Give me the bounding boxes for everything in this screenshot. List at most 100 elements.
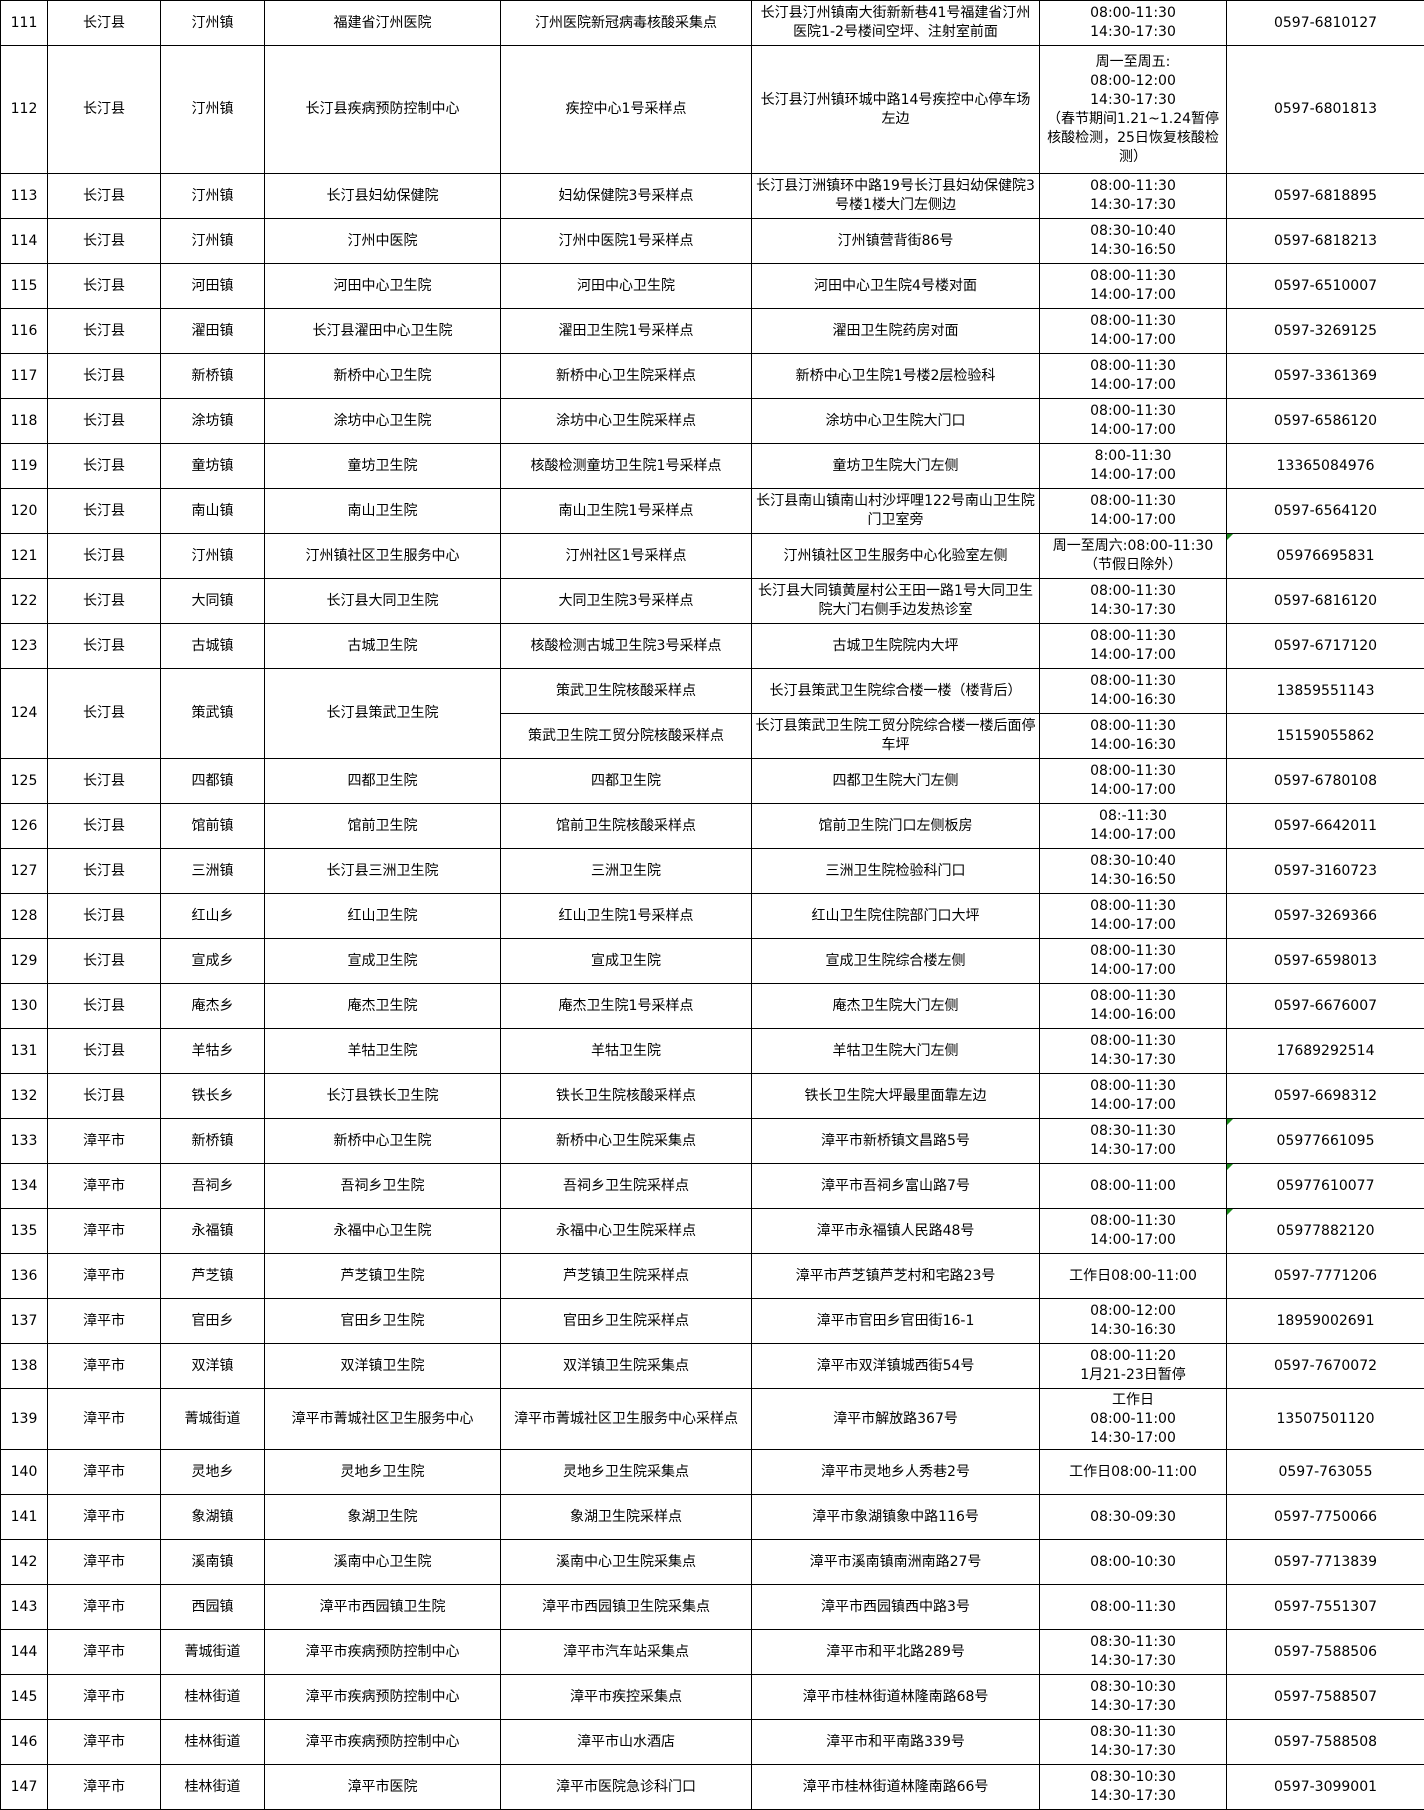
phone-cell: 0597-7670072 (1226, 1343, 1424, 1389)
address-cell: 新桥中心卫生院1号楼2层检验科 (751, 353, 1040, 399)
phone-cell: 0597-7551307 (1226, 1584, 1424, 1630)
phone-cell: 18959002691 (1226, 1298, 1424, 1344)
town-cell: 红山乡 (160, 893, 265, 939)
county-cell: 漳平市 (47, 1449, 161, 1495)
institution-cell: 长汀县策武卫生院 (264, 668, 501, 759)
town-cell: 馆前镇 (160, 803, 265, 849)
hours-cell: 08:00-11:30 14:00-17:00 (1039, 758, 1227, 804)
town-cell: 汀州镇 (160, 218, 265, 264)
address-cell: 红山卫生院住院部门口大坪 (751, 893, 1040, 939)
county-cell: 长汀县 (47, 578, 161, 624)
table-row: 117 长汀县 新桥镇 新桥中心卫生院 新桥中心卫生院采样点 新桥中心卫生院1号楼2层检验… (0, 353, 1424, 399)
hours-cell: 工作日08:00-11:00 (1039, 1449, 1227, 1495)
address-cell: 庵杰卫生院大门左侧 (751, 983, 1040, 1029)
row-number-cell: 113 (0, 173, 48, 219)
address-cell: 漳平市芦芝镇芦芝村和宅路23号 (751, 1253, 1040, 1299)
table-row: 143 漳平市 西园镇 漳平市西园镇卫生院 漳平市西园镇卫生院采集点 漳平市西园镇西中路3… (0, 1584, 1424, 1630)
address-cell: 长汀县南山镇南山村沙坪哩122号南山卫生院门卫室旁 (751, 488, 1040, 534)
hours-cell: 08:30-10:30 14:30-17:30 (1039, 1674, 1227, 1720)
sampling-site-cell: 妇幼保健院3号采样点 (500, 173, 752, 219)
county-cell: 长汀县 (47, 848, 161, 894)
town-cell: 菁城街道 (160, 1629, 265, 1675)
hours-cell: 08:00-11:30 14:00-17:00 (1039, 398, 1227, 444)
county-cell: 长汀县 (47, 983, 161, 1029)
institution-cell: 长汀县疾病预防控制中心 (264, 45, 501, 174)
row-number-cell: 141 (0, 1494, 48, 1540)
sampling-site-cell: 漳平市山水酒店 (500, 1719, 752, 1765)
phone-cell: 0597-3160723 (1226, 848, 1424, 894)
row-number-cell: 139 (0, 1388, 48, 1450)
hours-cell: 08:00-11:30 14:00-17:00 (1039, 1208, 1227, 1254)
phone-cell: 0597-7771206 (1226, 1253, 1424, 1299)
sampling-site-cell: 新桥中心卫生院采集点 (500, 1118, 752, 1164)
county-cell: 漳平市 (47, 1118, 161, 1164)
row-number-cell: 115 (0, 263, 48, 309)
sampling-site-cell: 芦芝镇卫生院采样点 (500, 1253, 752, 1299)
hours-cell: 08:00-11:30 14:00-17:00 (1039, 308, 1227, 354)
row-number-cell: 128 (0, 893, 48, 939)
hours-cell: 08:30-10:30 14:30-17:30 (1039, 1764, 1227, 1810)
address-cell: 汀州镇营背街86号 (751, 218, 1040, 264)
sampling-site-cell: 南山卫生院1号采样点 (500, 488, 752, 534)
table-row: 118 长汀县 涂坊镇 涂坊中心卫生院 涂坊中心卫生院采样点 涂坊中心卫生院大门口 08:0… (0, 398, 1424, 444)
sampling-site-cell: 核酸检测古城卫生院3号采样点 (500, 623, 752, 669)
table-row: 111 长汀县 汀州镇 福建省汀州医院 汀州医院新冠病毒核酸采集点 长汀县汀州镇南大街新新… (0, 0, 1424, 46)
institution-cell: 羊牯卫生院 (264, 1028, 501, 1074)
address-cell: 漳平市象湖镇象中路116号 (751, 1494, 1040, 1540)
address-cell: 长汀县策武卫生院工贸分院综合楼一楼后面停车坪 (751, 713, 1040, 759)
county-cell: 漳平市 (47, 1163, 161, 1209)
table-row: 120 长汀县 南山镇 南山卫生院 南山卫生院1号采样点 长汀县南山镇南山村沙坪哩122号… (0, 488, 1424, 534)
phone-cell: 05977610077 (1226, 1163, 1424, 1209)
county-cell: 长汀县 (47, 623, 161, 669)
town-cell: 桂林街道 (160, 1674, 265, 1720)
address-cell: 漳平市新桥镇文昌路5号 (751, 1118, 1040, 1164)
town-cell: 汀州镇 (160, 533, 265, 579)
table-row: 131 长汀县 羊牯乡 羊牯卫生院 羊牯卫生院 羊牯卫生院大门左侧 08:00-11:30 … (0, 1028, 1424, 1074)
row-number-cell: 145 (0, 1674, 48, 1720)
institution-cell: 漳平市西园镇卫生院 (264, 1584, 501, 1630)
county-cell: 长汀县 (47, 0, 161, 46)
hours-cell: 08:00-11:30 14:30-17:30 (1039, 1028, 1227, 1074)
institution-cell: 汀州中医院 (264, 218, 501, 264)
county-cell: 长汀县 (47, 353, 161, 399)
phone-cell: 0597-3099001 (1226, 1764, 1424, 1810)
county-cell: 长汀县 (47, 173, 161, 219)
town-cell: 永福镇 (160, 1208, 265, 1254)
table-row: 126 长汀县 馆前镇 馆前卫生院 馆前卫生院核酸采样点 馆前卫生院门口左侧板房 08:-1… (0, 803, 1424, 849)
county-cell: 长汀县 (47, 893, 161, 939)
row-number-cell: 114 (0, 218, 48, 264)
county-cell: 长汀县 (47, 1028, 161, 1074)
hours-cell: 08:30-09:30 (1039, 1494, 1227, 1540)
row-number-cell: 130 (0, 983, 48, 1029)
institution-cell: 象湖卫生院 (264, 1494, 501, 1540)
town-cell: 西园镇 (160, 1584, 265, 1630)
phone-cell: 05977661095 (1226, 1118, 1424, 1164)
town-cell: 庵杰乡 (160, 983, 265, 1029)
hours-cell: 08:00-12:00 14:30-16:30 (1039, 1298, 1227, 1344)
institution-cell: 长汀县大同卫生院 (264, 578, 501, 624)
phone-cell: 05976695831 (1226, 533, 1424, 579)
hours-cell: 工作日 08:00-11:00 14:30-17:00 (1039, 1388, 1227, 1450)
hours-cell: 08:00-10:30 (1039, 1539, 1227, 1585)
address-cell: 漳平市桂林街道林隆南路68号 (751, 1674, 1040, 1720)
county-cell: 长汀县 (47, 308, 161, 354)
institution-cell: 漳平市疾病预防控制中心 (264, 1719, 501, 1765)
sampling-site-cell: 涂坊中心卫生院采样点 (500, 398, 752, 444)
address-cell: 涂坊中心卫生院大门口 (751, 398, 1040, 444)
table-row: 140 漳平市 灵地乡 灵地乡卫生院 灵地乡卫生院采集点 漳平市灵地乡人秀巷2号 工作日08… (0, 1449, 1424, 1495)
address-cell: 漳平市灵地乡人秀巷2号 (751, 1449, 1040, 1495)
phone-cell: 0597-6818895 (1226, 173, 1424, 219)
hours-cell: 08:00-11:30 14:30-17:30 (1039, 0, 1227, 46)
county-cell: 长汀县 (47, 398, 161, 444)
phone-cell: 13507501120 (1226, 1388, 1424, 1450)
table-row: 132 长汀县 铁长乡 长汀县铁长卫生院 铁长卫生院核酸采样点 铁长卫生院大坪最里面靠左边… (0, 1073, 1424, 1119)
address-cell: 漳平市永福镇人民路48号 (751, 1208, 1040, 1254)
phone-cell: 0597-7588506 (1226, 1629, 1424, 1675)
institution-cell: 漳平市菁城社区卫生服务中心 (264, 1388, 501, 1450)
phone-cell: 0597-3269366 (1226, 893, 1424, 939)
row-number-cell: 126 (0, 803, 48, 849)
county-cell: 长汀县 (47, 938, 161, 984)
phone-cell: 13365084976 (1226, 443, 1424, 489)
address-cell: 长汀县汀洲镇环中路19号长汀县妇幼保健院3号楼1楼大门左侧边 (751, 173, 1040, 219)
